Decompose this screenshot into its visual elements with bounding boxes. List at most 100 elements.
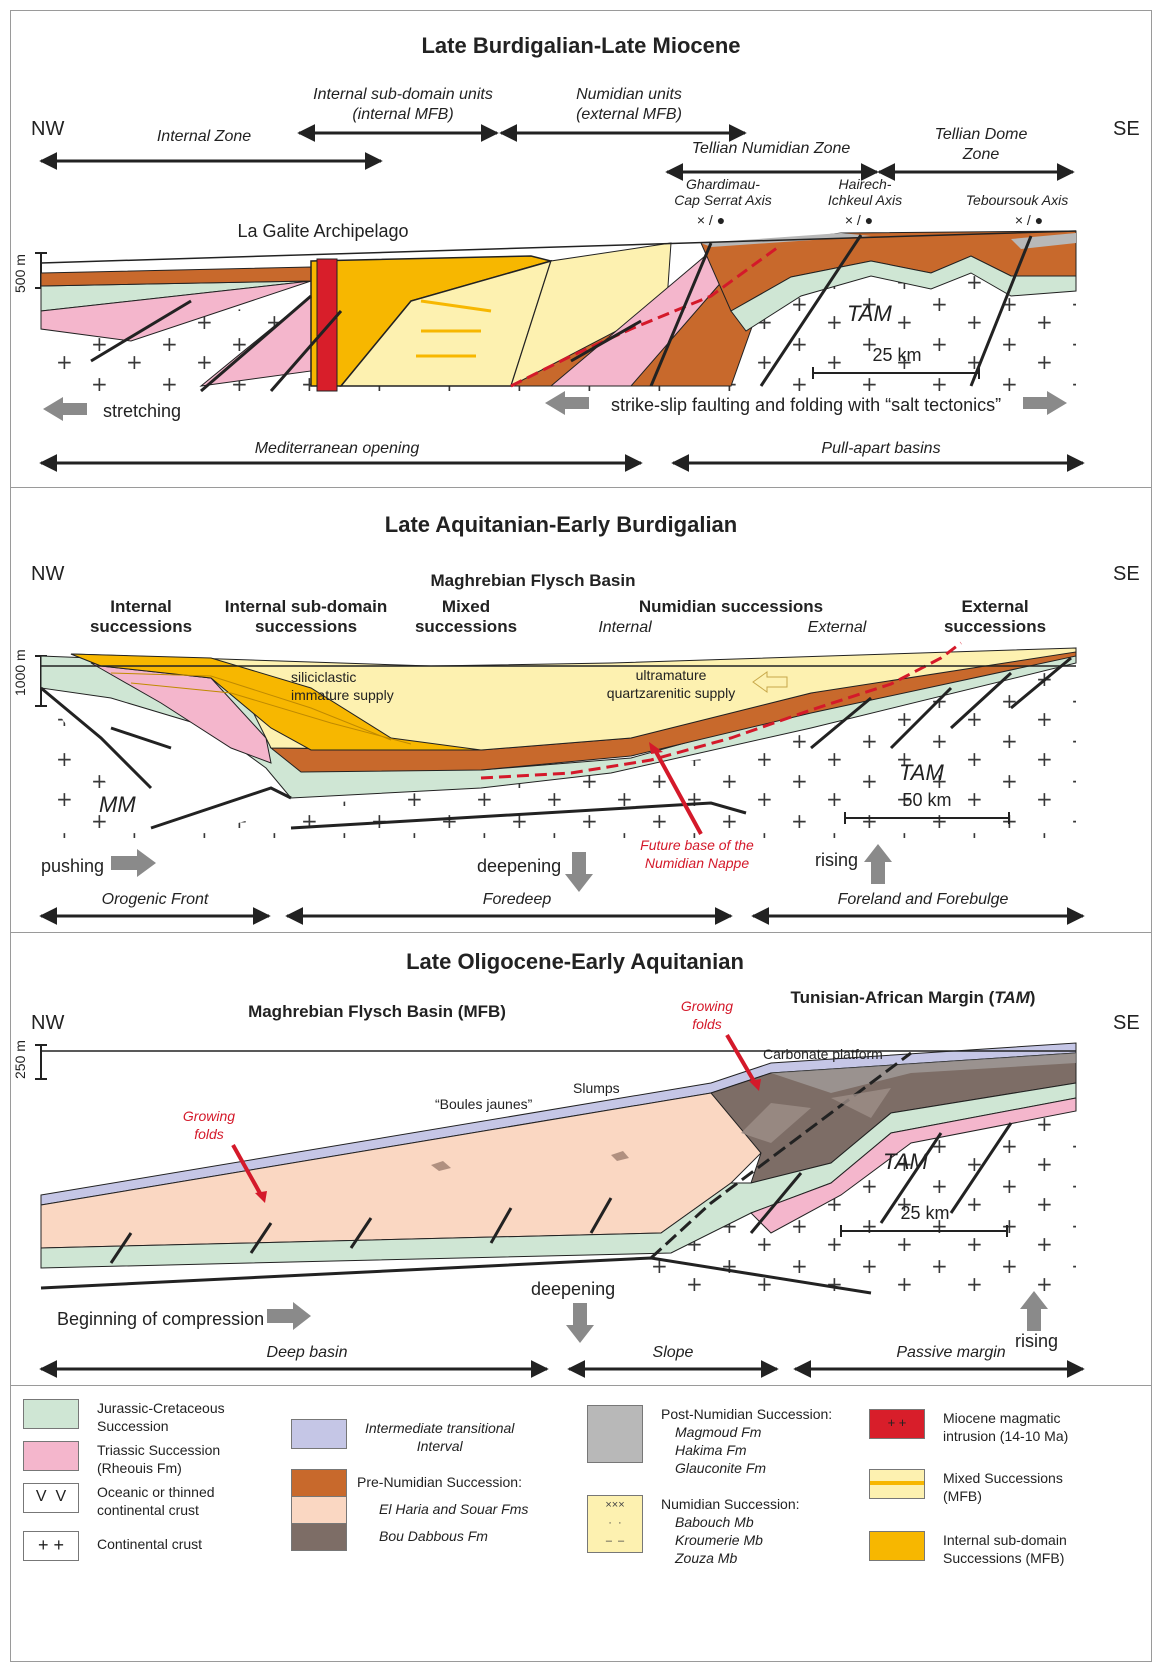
legend-mixed: Mixed Successions (MFB) [869,1469,1063,1505]
isd-succ-label-2: successions [255,617,357,636]
internal-sub-domain-swatch [869,1531,925,1561]
panel2-title: Late Aquitanian-Early Burdigalian [385,512,737,537]
mm-label: MM [99,792,136,817]
triassic-swatch [23,1441,79,1471]
mediterranean-opening-label: Mediterranean opening [255,440,420,457]
pushing-arrow [111,849,156,877]
mfb-label: Maghrebian Flysch Basin [431,571,636,590]
intermediate-swatch [291,1419,347,1449]
carbonate-platform-label: Carbonate platform [763,1046,883,1062]
rising-arrow [1020,1291,1048,1331]
legend: Jurassic-Cretaceous Succession Triassic S… [11,1391,1151,1661]
deepening-label: deepening [477,856,561,876]
tellian-dome-zone-label: Zone [962,146,1000,163]
growing-folds-left-pointer [231,1144,263,1196]
tam-label: TAM [847,301,892,326]
tam-margin-label: Tunisian-African Margin (TAM) [791,988,1036,1007]
slumps-label: Slumps [573,1080,620,1096]
se-label: SE [1113,118,1140,140]
red-dashed-thrust [510,243,782,388]
ultramature-label: ultramature [636,667,707,683]
legend-oceanic: V V Oceanic or thinned continental crust [23,1483,215,1519]
ghardimau-axis-symbol: × / ● [697,212,725,228]
growing-folds-right-label-2: folds [692,1016,722,1032]
deepening-arrow [566,1303,594,1343]
future-base-pointer [653,749,703,835]
continental-swatch: + + [23,1531,79,1561]
legend-jurassic: Jurassic-Cretaceous Succession [23,1399,225,1435]
foredeep-label: Foredeep [483,891,552,908]
legend-post-numidian: Post-Numidian Succession: Magmoud Fm Hak… [587,1405,832,1477]
teboursouk-axis-symbol: × / ● [1015,212,1043,228]
height-scale-label: 500 m [12,254,28,293]
legend-miocene: + + Miocene magmatic intrusion (14-10 Ma) [869,1409,1068,1445]
panel-late-aquitanian: + + Late Aquitanian-Early Burdigalian NW… [11,488,1151,932]
oceanic-swatch: V V [23,1483,79,1513]
rising-arrow [864,844,892,884]
cross-section-1 [40,230,1077,395]
panel-late-oligocene: + + Late Oligocene-Early Aquitanian NW S… [11,933,1151,1385]
growing-folds-right-pointer [725,1033,757,1085]
height-scale-label: 250 m [12,1040,28,1079]
se-label: SE [1113,1012,1140,1034]
internal-zone-label: Internal Zone [157,128,251,145]
internal-sub-domain-label: Internal sub-domain units [313,86,493,103]
siliciclastic-label-2: immature supply [291,687,394,703]
tam-label: TAM [899,760,944,785]
panel-late-burdigalian: + + Late Burdigalian-Late Miocene NW SE … [11,11,1151,487]
ultramature-supply-arrow [752,671,788,693]
future-base-dashed-line [480,641,962,780]
length-scale-label: 25 km [872,345,921,365]
post-numidian-swatch [587,1405,643,1463]
siliciclastic-supply-arrow [273,678,287,688]
height-scale-label: 1000 m [12,649,28,696]
tellian-dome-label: Tellian Dome [935,126,1028,143]
ichkeul-label: Ichkeul Axis [828,192,902,208]
legend-pre-numidian: Pre-Numidian Succession: El Haria and So… [291,1469,528,1551]
deepening-label: deepening [531,1279,615,1299]
cap-serrat-label: Cap Serrat Axis [674,192,772,208]
teboursouk-label: Teboursouk Axis [966,192,1068,208]
ghardimau-label: Ghardimau- [686,176,760,192]
deep-basin-label: Deep basin [267,1344,348,1361]
isd-succ-label: Internal sub-domain [225,597,387,616]
pull-apart-label: Pull-apart basins [821,440,940,457]
numidian-units-label: Numidian units [576,86,682,103]
jurassic-swatch [23,1399,79,1429]
right-grey-arrow [1023,391,1067,415]
future-base-label: Future base of the [640,837,754,853]
la-galite-label: La Galite Archipelago [237,221,408,241]
panel1-title: Late Burdigalian-Late Miocene [421,33,740,58]
legend-continental: + + Continental crust [23,1531,202,1561]
growing-folds-left-label: Growing [183,1108,235,1124]
cross-section-2 [40,641,1077,848]
siliciclastic-label: siliciclastic [291,669,356,685]
nw-label: NW [31,118,64,140]
internal-mfb-label: (internal MFB) [352,106,453,123]
nw-label: NW [31,563,64,585]
orogenic-front-label: Orogenic Front [102,891,209,908]
stretching-label: stretching [103,401,181,421]
el-haria-swatch [291,1497,347,1524]
legend-intermediate: Intermediate transitional Interval [291,1419,514,1455]
rising-label: rising [1015,1331,1058,1351]
strike-slip-label: strike-slip faulting and folding with “s… [611,395,1001,415]
external-succ-label-2: successions [944,617,1046,636]
left-grey-arrow [545,391,589,415]
length-scale-label: 25 km [900,1203,949,1223]
pre-numidian-swatch [291,1469,347,1497]
legend-numidian: ××× · · – – Numidian Succession: Babouch M… [587,1495,800,1567]
boules-jaunes-label: “Boules jaunes” [435,1096,533,1112]
panel3-title: Late Oligocene-Early Aquitanian [406,949,744,974]
growing-folds-left-label-2: folds [194,1126,224,1142]
mixed-swatch [869,1469,925,1499]
legend-internal-sub-domain: Internal sub-domain Successions (MFB) [869,1531,1067,1567]
numidian-succ-label: Numidian successions [639,597,823,616]
bou-dabbous-swatch [291,1524,347,1551]
numidian-external-label: External [808,619,867,636]
beginning-compression-label: Beginning of compression [57,1309,264,1329]
mixed-succ-label-2: successions [415,617,517,636]
mixed-succ-label: Mixed [442,597,490,616]
ultramature-label-2: quartzarenitic supply [607,685,735,701]
stretching-arrow [43,397,87,421]
